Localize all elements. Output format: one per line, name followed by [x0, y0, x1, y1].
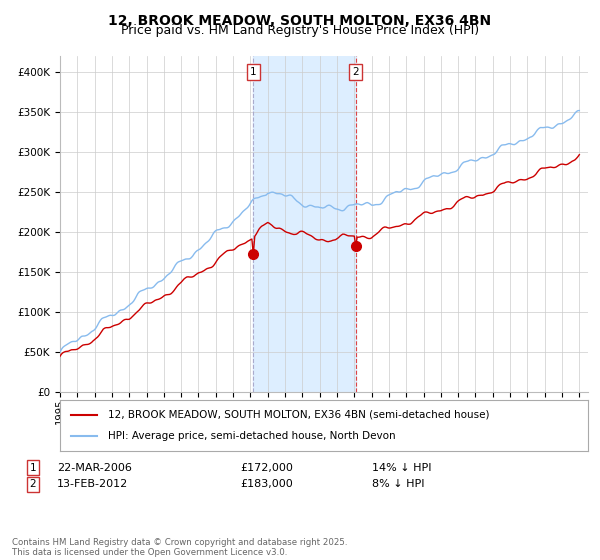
- Text: 2: 2: [352, 67, 359, 77]
- Text: Contains HM Land Registry data © Crown copyright and database right 2025.
This d: Contains HM Land Registry data © Crown c…: [12, 538, 347, 557]
- Text: 2: 2: [29, 479, 37, 489]
- Text: 13-FEB-2012: 13-FEB-2012: [57, 479, 128, 489]
- Text: 1: 1: [29, 463, 37, 473]
- Text: £172,000: £172,000: [240, 463, 293, 473]
- Text: 12, BROOK MEADOW, SOUTH MOLTON, EX36 4BN: 12, BROOK MEADOW, SOUTH MOLTON, EX36 4BN: [109, 14, 491, 28]
- Text: 12, BROOK MEADOW, SOUTH MOLTON, EX36 4BN (semi-detached house): 12, BROOK MEADOW, SOUTH MOLTON, EX36 4BN…: [107, 409, 489, 419]
- Text: Price paid vs. HM Land Registry's House Price Index (HPI): Price paid vs. HM Land Registry's House …: [121, 24, 479, 37]
- Text: £183,000: £183,000: [240, 479, 293, 489]
- Text: 14% ↓ HPI: 14% ↓ HPI: [372, 463, 431, 473]
- Text: 1: 1: [250, 67, 257, 77]
- Text: 8% ↓ HPI: 8% ↓ HPI: [372, 479, 425, 489]
- Text: HPI: Average price, semi-detached house, North Devon: HPI: Average price, semi-detached house,…: [107, 431, 395, 441]
- Text: 22-MAR-2006: 22-MAR-2006: [57, 463, 132, 473]
- Bar: [253, 56, 356, 392]
